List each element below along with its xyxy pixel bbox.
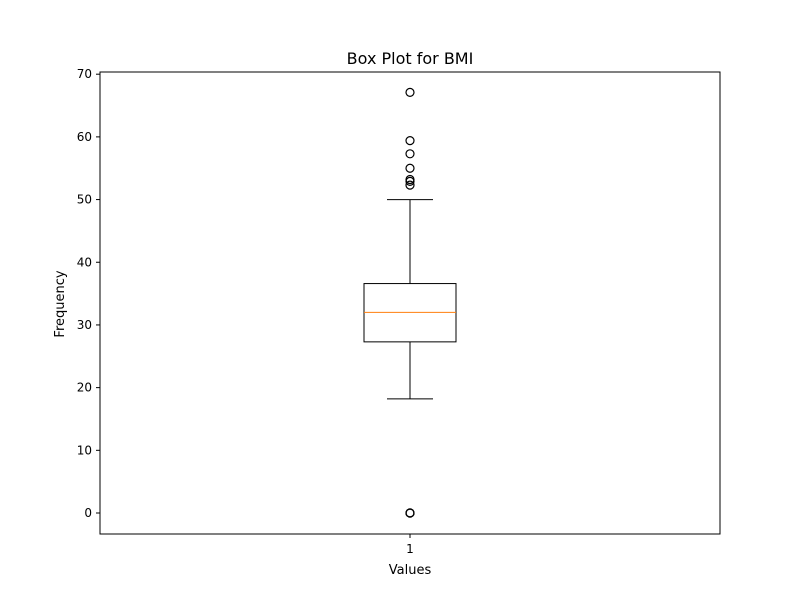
outlier-point	[405, 508, 415, 518]
y-tick-label-0: 0	[84, 506, 92, 520]
y-tick-label-40: 40	[77, 255, 92, 269]
plot-frame	[99, 71, 721, 535]
outlier-point	[405, 149, 415, 159]
plot-area: 0 10 20 30 40 50 60 70 1	[77, 67, 721, 556]
y-tick-label-70: 70	[77, 67, 92, 81]
y-tick-label-20: 20	[77, 381, 92, 395]
y-axis-label: Frequency	[53, 270, 68, 337]
x-axis-label: Values	[389, 563, 432, 578]
y-tick-label-10: 10	[77, 443, 92, 457]
y-tick-label-60: 60	[77, 130, 92, 144]
outlier-point	[405, 176, 415, 186]
outlier-point	[405, 163, 415, 173]
outlier-point	[405, 87, 415, 97]
outlier-point	[405, 180, 415, 190]
outlier-point	[405, 136, 415, 146]
x-tick-label-1: 1	[406, 542, 414, 556]
y-tick-label-30: 30	[77, 318, 92, 332]
chart-title: Box Plot for BMI	[347, 49, 474, 68]
y-tick-label-50: 50	[77, 193, 92, 207]
